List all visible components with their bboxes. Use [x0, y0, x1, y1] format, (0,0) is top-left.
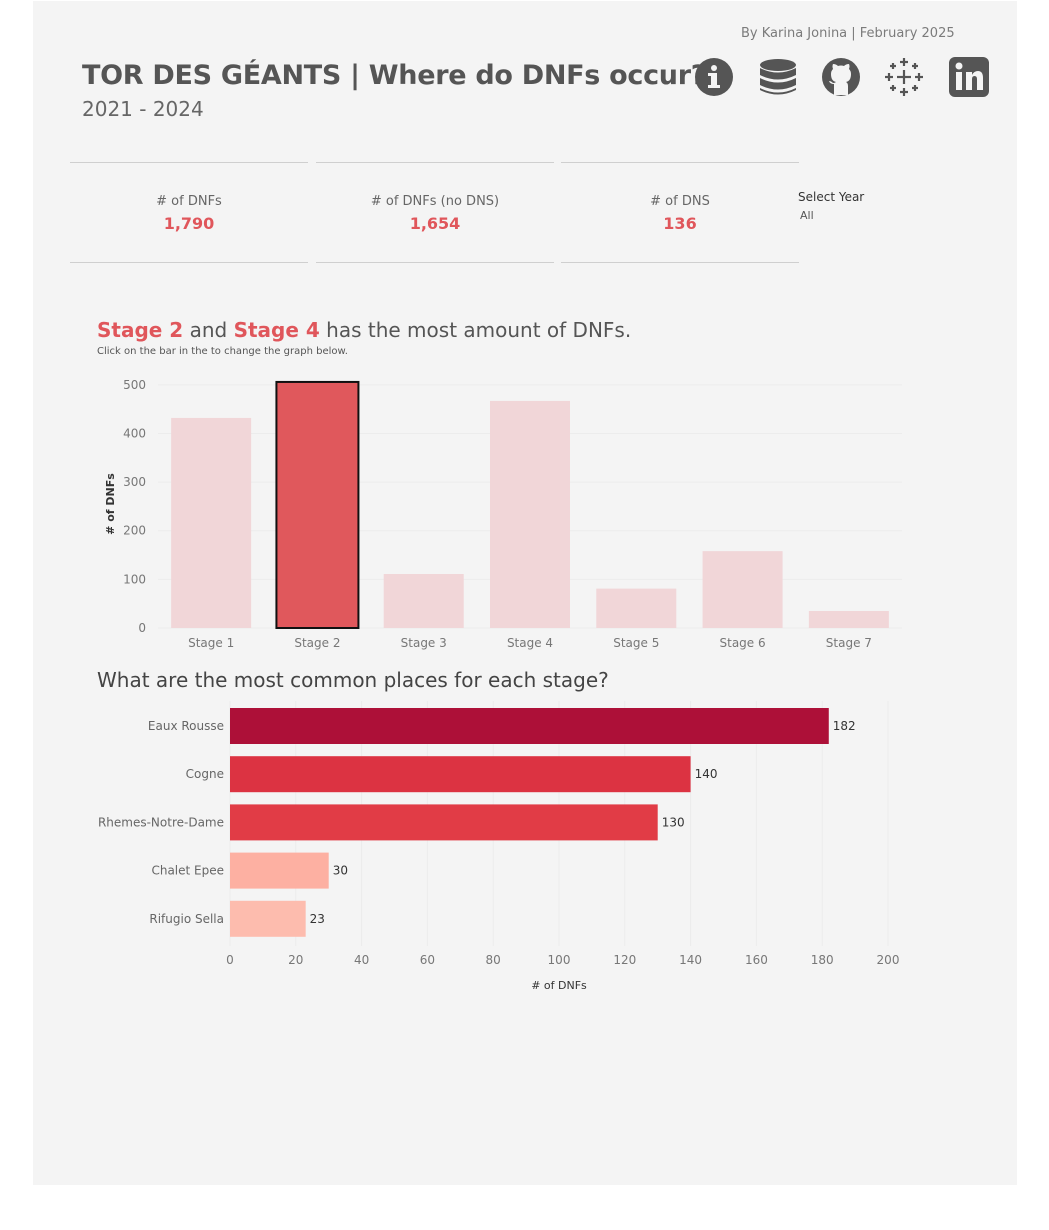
- year-filter-title: Select Year: [798, 190, 865, 204]
- x-tick-label: Stage 1: [188, 636, 234, 650]
- places-chart-title: What are the most common places for each…: [97, 668, 609, 692]
- y-tick-label: Eaux Rousse: [148, 719, 224, 733]
- x-tick-label: 160: [745, 953, 768, 967]
- y-tick-label: 200: [123, 524, 146, 538]
- headline-and: and: [183, 318, 234, 342]
- y-tick-label: 100: [123, 572, 146, 586]
- stage-chart-hint: Click on the bar in the to change the gr…: [97, 346, 348, 357]
- stage-bar[interactable]: [702, 551, 783, 628]
- x-tick-label: 120: [613, 953, 636, 967]
- y-tick-label: 0: [138, 621, 146, 635]
- y-tick-label: Chalet Epee: [151, 864, 224, 878]
- github-icon[interactable]: [821, 57, 861, 97]
- place-bar[interactable]: [230, 852, 329, 889]
- x-tick-label: Stage 5: [613, 636, 659, 650]
- kpi-label: # of DNFs (no DNS): [370, 194, 500, 209]
- kpi-dns: # of DNS 136: [561, 162, 799, 263]
- data-label: 140: [695, 767, 718, 781]
- x-tick-label: Stage 2: [294, 636, 340, 650]
- kpi-label: # of DNS: [650, 194, 710, 209]
- data-label: 23: [310, 912, 325, 926]
- stage-bar[interactable]: [171, 417, 252, 628]
- kpi-dnfs: # of DNFs 1,790: [70, 162, 308, 263]
- stage-bar[interactable]: [808, 610, 889, 628]
- data-label: 130: [662, 815, 685, 829]
- x-tick-label: 80: [486, 953, 501, 967]
- tableau-icon[interactable]: [884, 57, 924, 97]
- kpi-label: # of DNFs: [156, 194, 222, 209]
- page-title: TOR DES GÉANTS | Where do DNFs occur?: [82, 60, 707, 91]
- headline-stage-a: Stage 2: [97, 318, 184, 342]
- x-tick-label: Stage 4: [507, 636, 553, 650]
- stage-bar[interactable]: [383, 574, 464, 628]
- x-tick-label: Stage 7: [826, 636, 872, 650]
- y-axis-label: # of DNFs: [104, 473, 117, 535]
- stage-bar[interactable]: [275, 380, 360, 629]
- data-label: 182: [833, 719, 856, 733]
- x-axis-label: # of DNFs: [531, 979, 587, 992]
- y-tick-label: Rhemes-Notre-Dame: [98, 815, 224, 829]
- stage-bar[interactable]: [596, 588, 677, 628]
- place-bar[interactable]: [230, 900, 306, 937]
- x-tick-label: 140: [679, 953, 702, 967]
- x-tick-label: Stage 6: [720, 636, 766, 650]
- y-tick-label: Cogne: [186, 767, 224, 781]
- x-tick-label: 100: [548, 953, 571, 967]
- x-tick-label: 200: [877, 953, 900, 967]
- x-tick-label: 40: [354, 953, 369, 967]
- year-filter-select[interactable]: All: [800, 209, 814, 222]
- linkedin-icon[interactable]: [949, 57, 989, 97]
- stage-bar[interactable]: [490, 400, 570, 628]
- y-tick-label: 300: [123, 475, 146, 489]
- page-subtitle: 2021 - 2024: [82, 97, 204, 121]
- headline-stage-b: Stage 4: [233, 318, 320, 342]
- info-icon[interactable]: [694, 57, 734, 97]
- byline: By Karina Jonina | February 2025: [741, 26, 955, 41]
- y-tick-label: 500: [123, 378, 146, 392]
- place-bar[interactable]: [230, 804, 658, 841]
- x-tick-label: 0: [226, 953, 234, 967]
- y-tick-label: 400: [123, 426, 146, 440]
- x-tick-label: Stage 3: [401, 636, 447, 650]
- database-icon[interactable]: [758, 57, 798, 97]
- place-bar[interactable]: [230, 708, 829, 744]
- x-tick-label: 180: [811, 953, 834, 967]
- headline-rest: has the most amount of DNFs.: [319, 318, 632, 342]
- kpi-value: 136: [663, 214, 697, 233]
- data-label: 30: [333, 864, 348, 878]
- x-tick-label: 60: [420, 953, 435, 967]
- place-bar[interactable]: [230, 756, 691, 793]
- kpi-dnfs-no-dns: # of DNFs (no DNS) 1,654: [316, 162, 554, 263]
- x-tick-label: 20: [288, 953, 303, 967]
- stage-chart-headline: Stage 2 and Stage 4 has the most amount …: [97, 318, 631, 342]
- y-tick-label: Rifugio Sella: [149, 912, 224, 926]
- kpi-value: 1,654: [409, 214, 461, 233]
- dashboard: By Karina Jonina | February 2025 TOR DES…: [33, 1, 1017, 1185]
- kpi-value: 1,790: [163, 214, 215, 233]
